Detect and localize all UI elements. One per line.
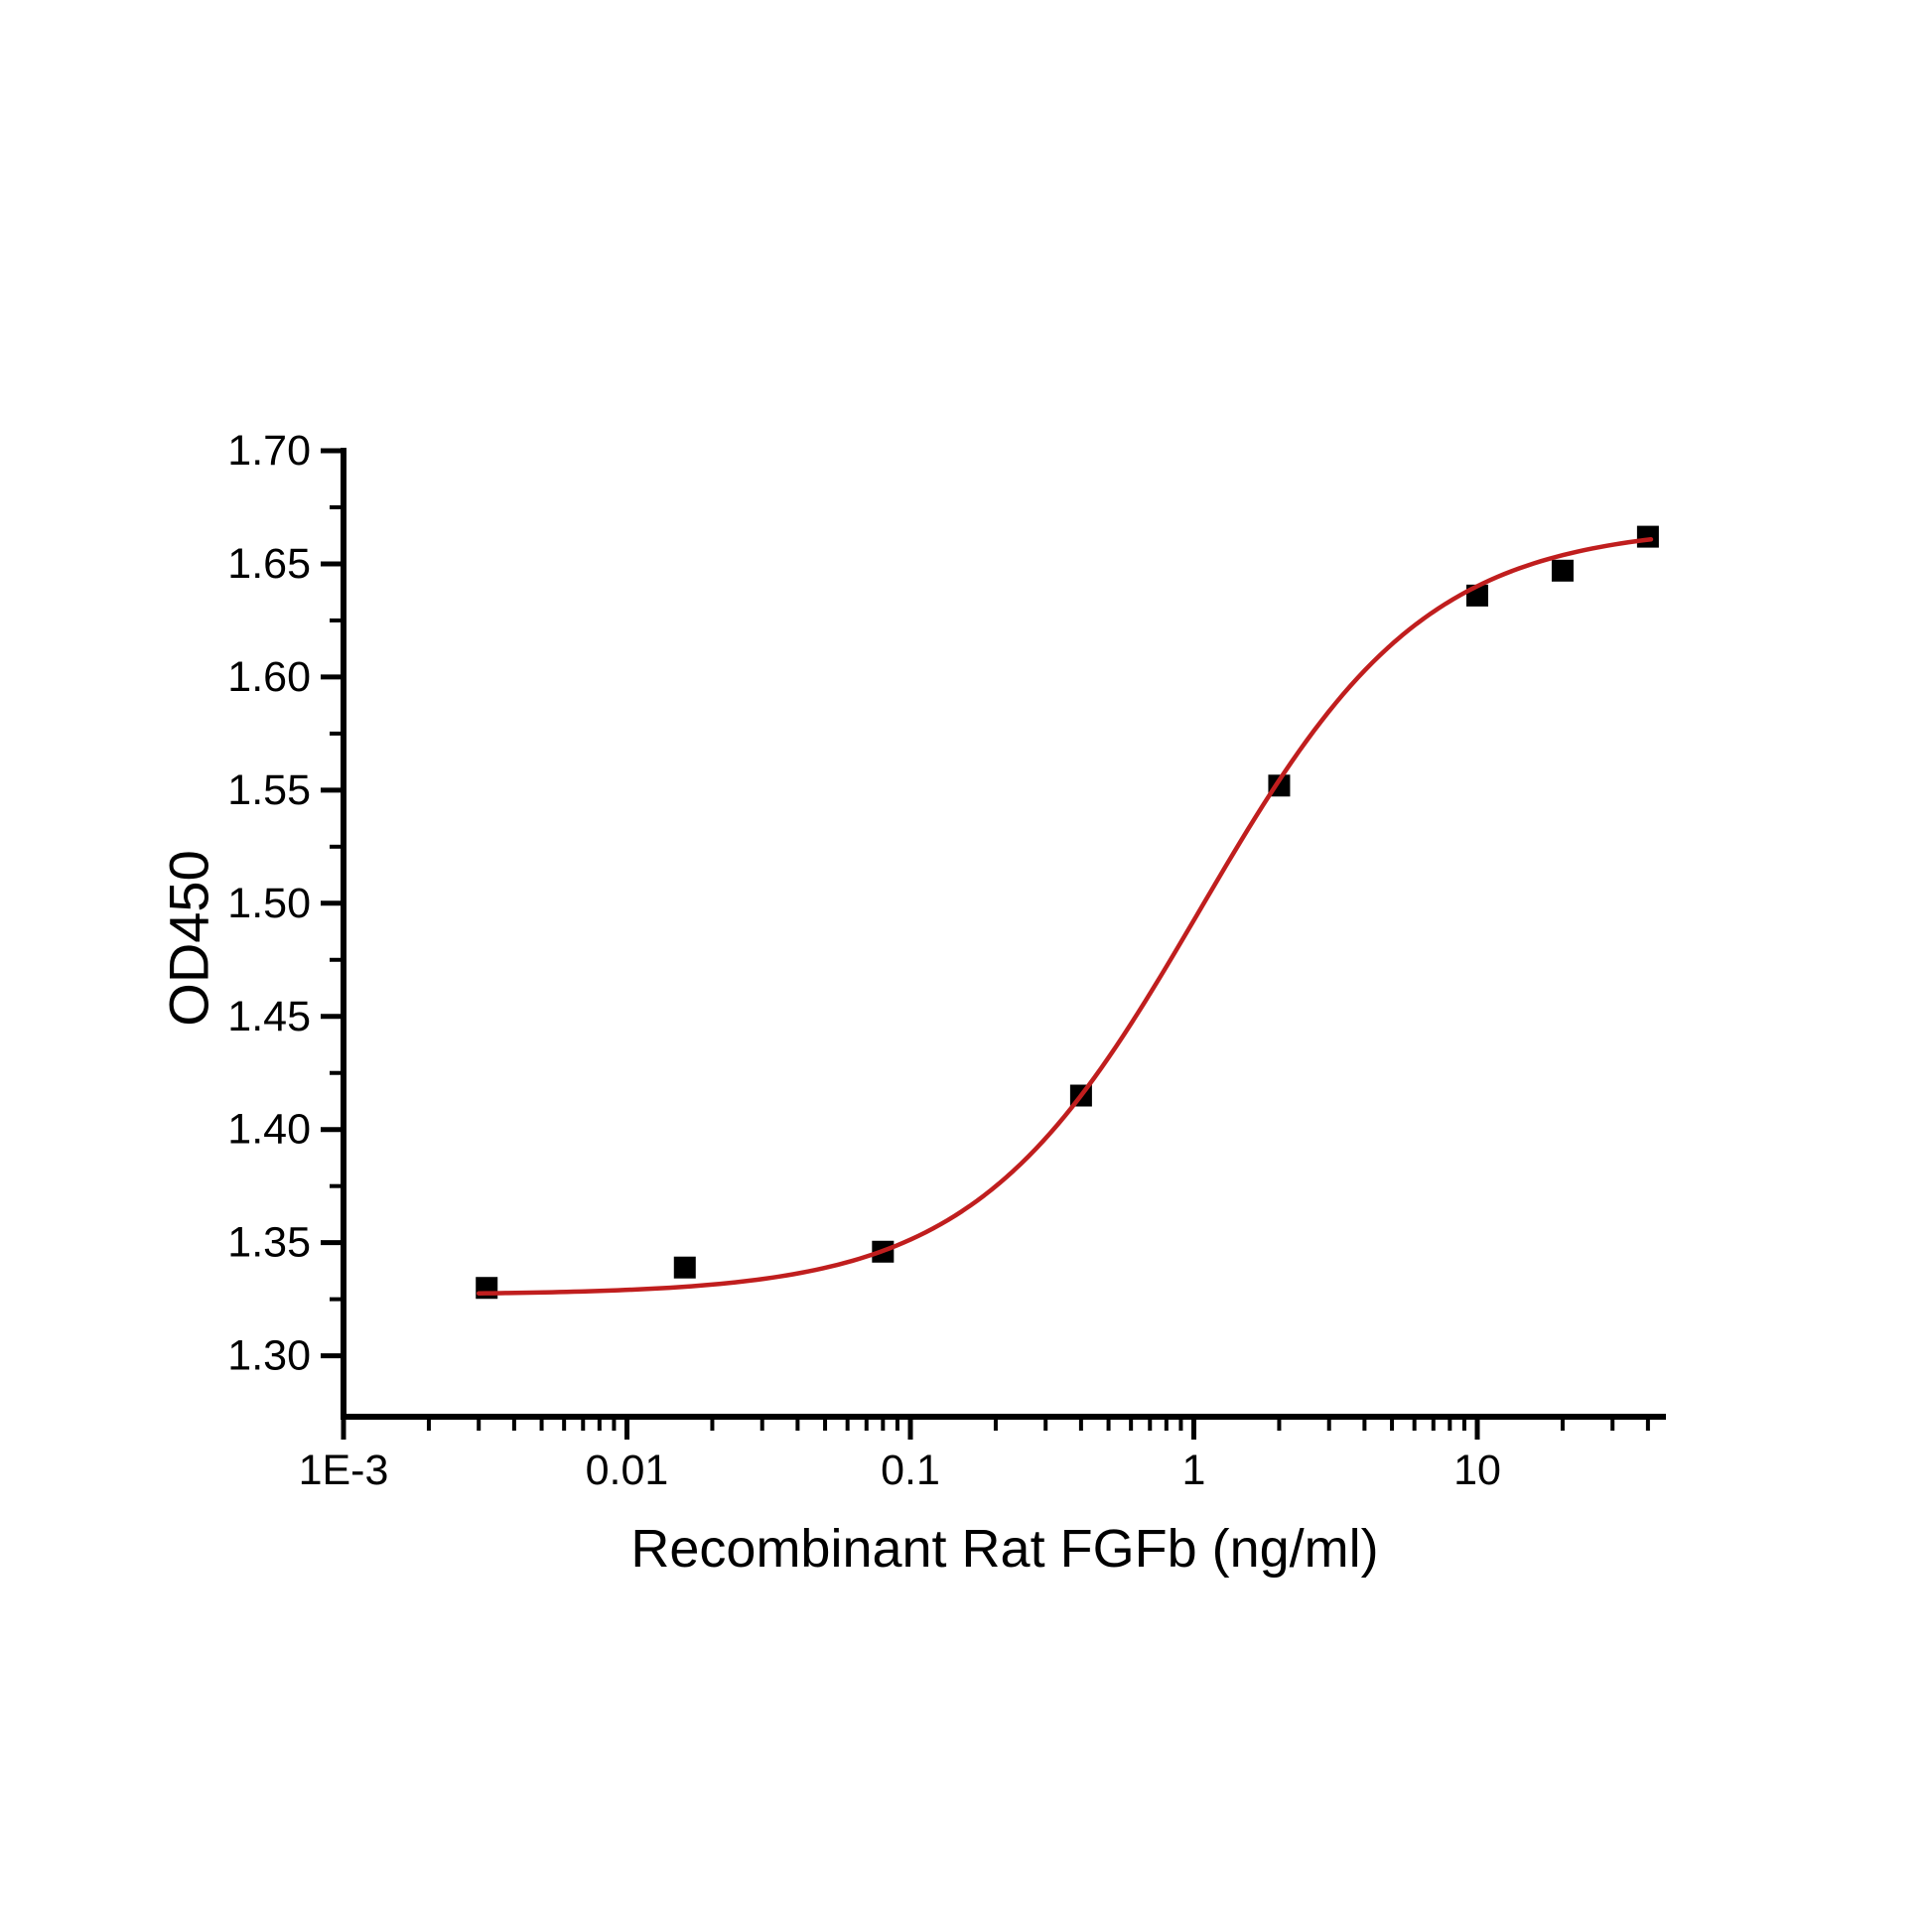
fit-curve bbox=[476, 536, 1654, 1297]
x-tick-label: 1E-3 bbox=[299, 1447, 389, 1494]
data-point-marker bbox=[1636, 525, 1659, 548]
x-axis-title: Recombinant Rat FGFb (ng/ml) bbox=[630, 1519, 1379, 1579]
x-tick-label: 0.01 bbox=[586, 1447, 669, 1494]
y-tick-label: 1.55 bbox=[227, 766, 311, 814]
y-tick-label: 1.35 bbox=[227, 1219, 311, 1267]
y-tick-label: 1.40 bbox=[227, 1106, 311, 1154]
x-tick-label: 0.1 bbox=[881, 1447, 940, 1494]
data-point-marker bbox=[673, 1256, 696, 1279]
y-axis-title: OD450 bbox=[157, 850, 220, 1027]
y-tick-label: 1.50 bbox=[227, 880, 311, 927]
y-tick-label: 1.65 bbox=[227, 540, 311, 588]
y-tick-label: 1.60 bbox=[227, 653, 311, 701]
y-tick-label: 1.30 bbox=[227, 1332, 311, 1380]
x-tick-label: 10 bbox=[1453, 1447, 1501, 1494]
y-tick-label: 1.70 bbox=[227, 427, 311, 475]
data-point-marker bbox=[1551, 559, 1574, 582]
y-tick-label: 1.45 bbox=[227, 993, 311, 1040]
x-tick-label: 1 bbox=[1182, 1447, 1206, 1494]
